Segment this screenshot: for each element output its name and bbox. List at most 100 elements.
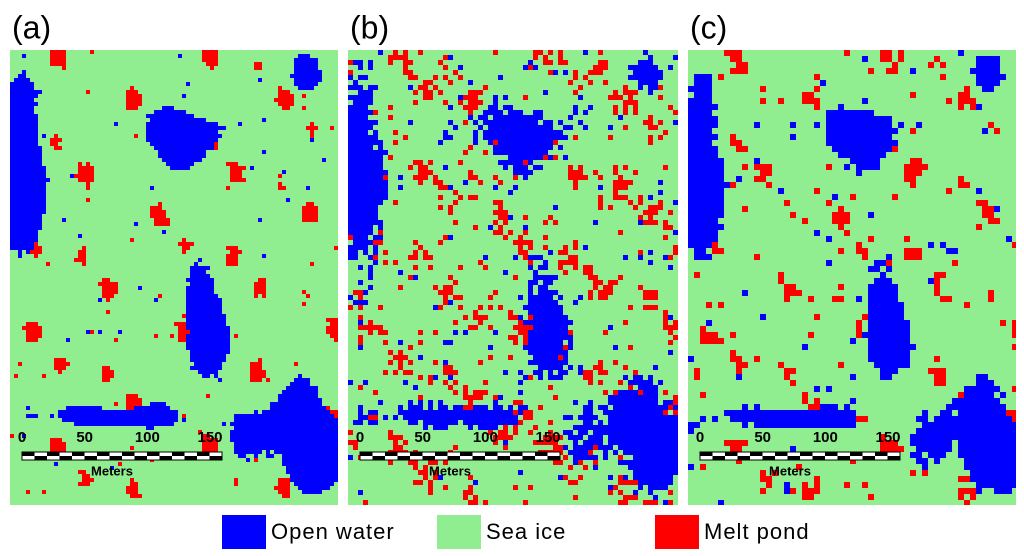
map-pixel — [583, 270, 588, 275]
map-pixel — [393, 370, 398, 375]
map-pixel — [528, 300, 533, 305]
scale-segment — [435, 452, 448, 456]
map-pixel — [202, 138, 206, 142]
map-pixel — [573, 135, 578, 140]
map-pixel — [553, 435, 558, 440]
map-pixel — [102, 422, 106, 426]
map-pixel — [498, 115, 503, 120]
map-pixel — [378, 175, 383, 180]
map-pixel — [886, 356, 892, 362]
map-pixel — [126, 406, 130, 410]
map-pixel — [363, 140, 368, 145]
map-pixel — [310, 466, 314, 470]
map-pixel — [22, 102, 26, 106]
map-pixel — [348, 95, 353, 100]
map-pixel — [348, 85, 353, 90]
map-pixel — [222, 350, 226, 354]
map-pixel — [290, 74, 294, 78]
map-pixel — [994, 128, 1000, 134]
map-pixel — [358, 135, 363, 140]
scale-segment — [875, 456, 888, 460]
map-pixel — [493, 230, 498, 235]
map-pixel — [934, 422, 940, 428]
map-pixel — [523, 305, 528, 310]
map-pixel — [608, 475, 613, 480]
map-pixel — [378, 145, 383, 150]
map-pixel — [368, 195, 373, 200]
map-pixel — [30, 150, 34, 154]
map-pixel — [202, 274, 206, 278]
map-pixel — [958, 494, 964, 500]
map-pixel — [348, 120, 353, 125]
map-pixel — [563, 360, 568, 365]
map-pixel — [663, 165, 668, 170]
map-pixel — [706, 302, 712, 308]
map-pixel — [593, 460, 598, 465]
map-pixel — [214, 330, 218, 334]
map-pixel — [322, 438, 326, 442]
map-pixel — [568, 335, 573, 340]
map-pixel — [483, 115, 488, 120]
map-pixel — [18, 118, 22, 122]
map-pixel — [274, 406, 278, 410]
map-pixel — [593, 170, 598, 175]
map-pixel — [760, 422, 766, 428]
map-pixel — [314, 78, 318, 82]
map-pixel — [694, 104, 700, 110]
map-pixel — [314, 406, 318, 410]
map-pixel — [30, 226, 34, 230]
map-pixel — [242, 166, 246, 170]
map-pixel — [174, 122, 178, 126]
map-pixel — [206, 298, 210, 302]
map-pixel — [458, 295, 463, 300]
map-pixel — [628, 345, 633, 350]
map-pixel — [633, 400, 638, 405]
map-pixel — [700, 206, 706, 212]
map-pixel — [282, 390, 286, 394]
map-pixel — [523, 140, 528, 145]
map-pixel — [473, 225, 478, 230]
map-pixel — [302, 426, 306, 430]
map-pixel — [34, 150, 38, 154]
map-pixel — [982, 74, 988, 80]
map-pixel — [302, 442, 306, 446]
map-pixel — [443, 340, 448, 345]
map-pixel — [30, 242, 34, 246]
map-pixel — [378, 325, 383, 330]
scale-segment — [850, 456, 863, 460]
map-pixel — [988, 80, 994, 86]
map-pixel — [18, 226, 22, 230]
map-pixel — [573, 240, 578, 245]
map-pixel — [130, 86, 134, 90]
map-pixel — [588, 70, 593, 75]
map-pixel — [282, 186, 286, 190]
map-pixel — [353, 230, 358, 235]
map-pixel — [94, 418, 98, 422]
map-pixel — [363, 200, 368, 205]
map-pixel — [10, 202, 14, 206]
map-pixel — [408, 120, 413, 125]
map-pixel — [353, 105, 358, 110]
map-pixel — [868, 326, 874, 332]
map-pixel — [378, 185, 383, 190]
map-pixel — [648, 75, 653, 80]
map-pixel — [528, 280, 533, 285]
map-pixel — [503, 115, 508, 120]
map-pixel — [262, 254, 266, 258]
map-pixel — [533, 145, 538, 150]
map-pixel — [186, 294, 190, 298]
map-pixel — [30, 186, 34, 190]
map-pixel — [553, 330, 558, 335]
map-pixel — [493, 140, 498, 145]
map-pixel — [150, 138, 154, 142]
map-pixel — [533, 370, 538, 375]
map-pixel — [82, 170, 86, 174]
map-pixel — [700, 392, 706, 398]
map-pixel — [302, 82, 306, 86]
map-pixel — [214, 294, 218, 298]
map-pixel — [198, 286, 202, 290]
map-pixel — [266, 446, 270, 450]
map-pixel — [718, 224, 724, 230]
map-pixel — [34, 238, 38, 242]
map-pixel — [838, 140, 844, 146]
